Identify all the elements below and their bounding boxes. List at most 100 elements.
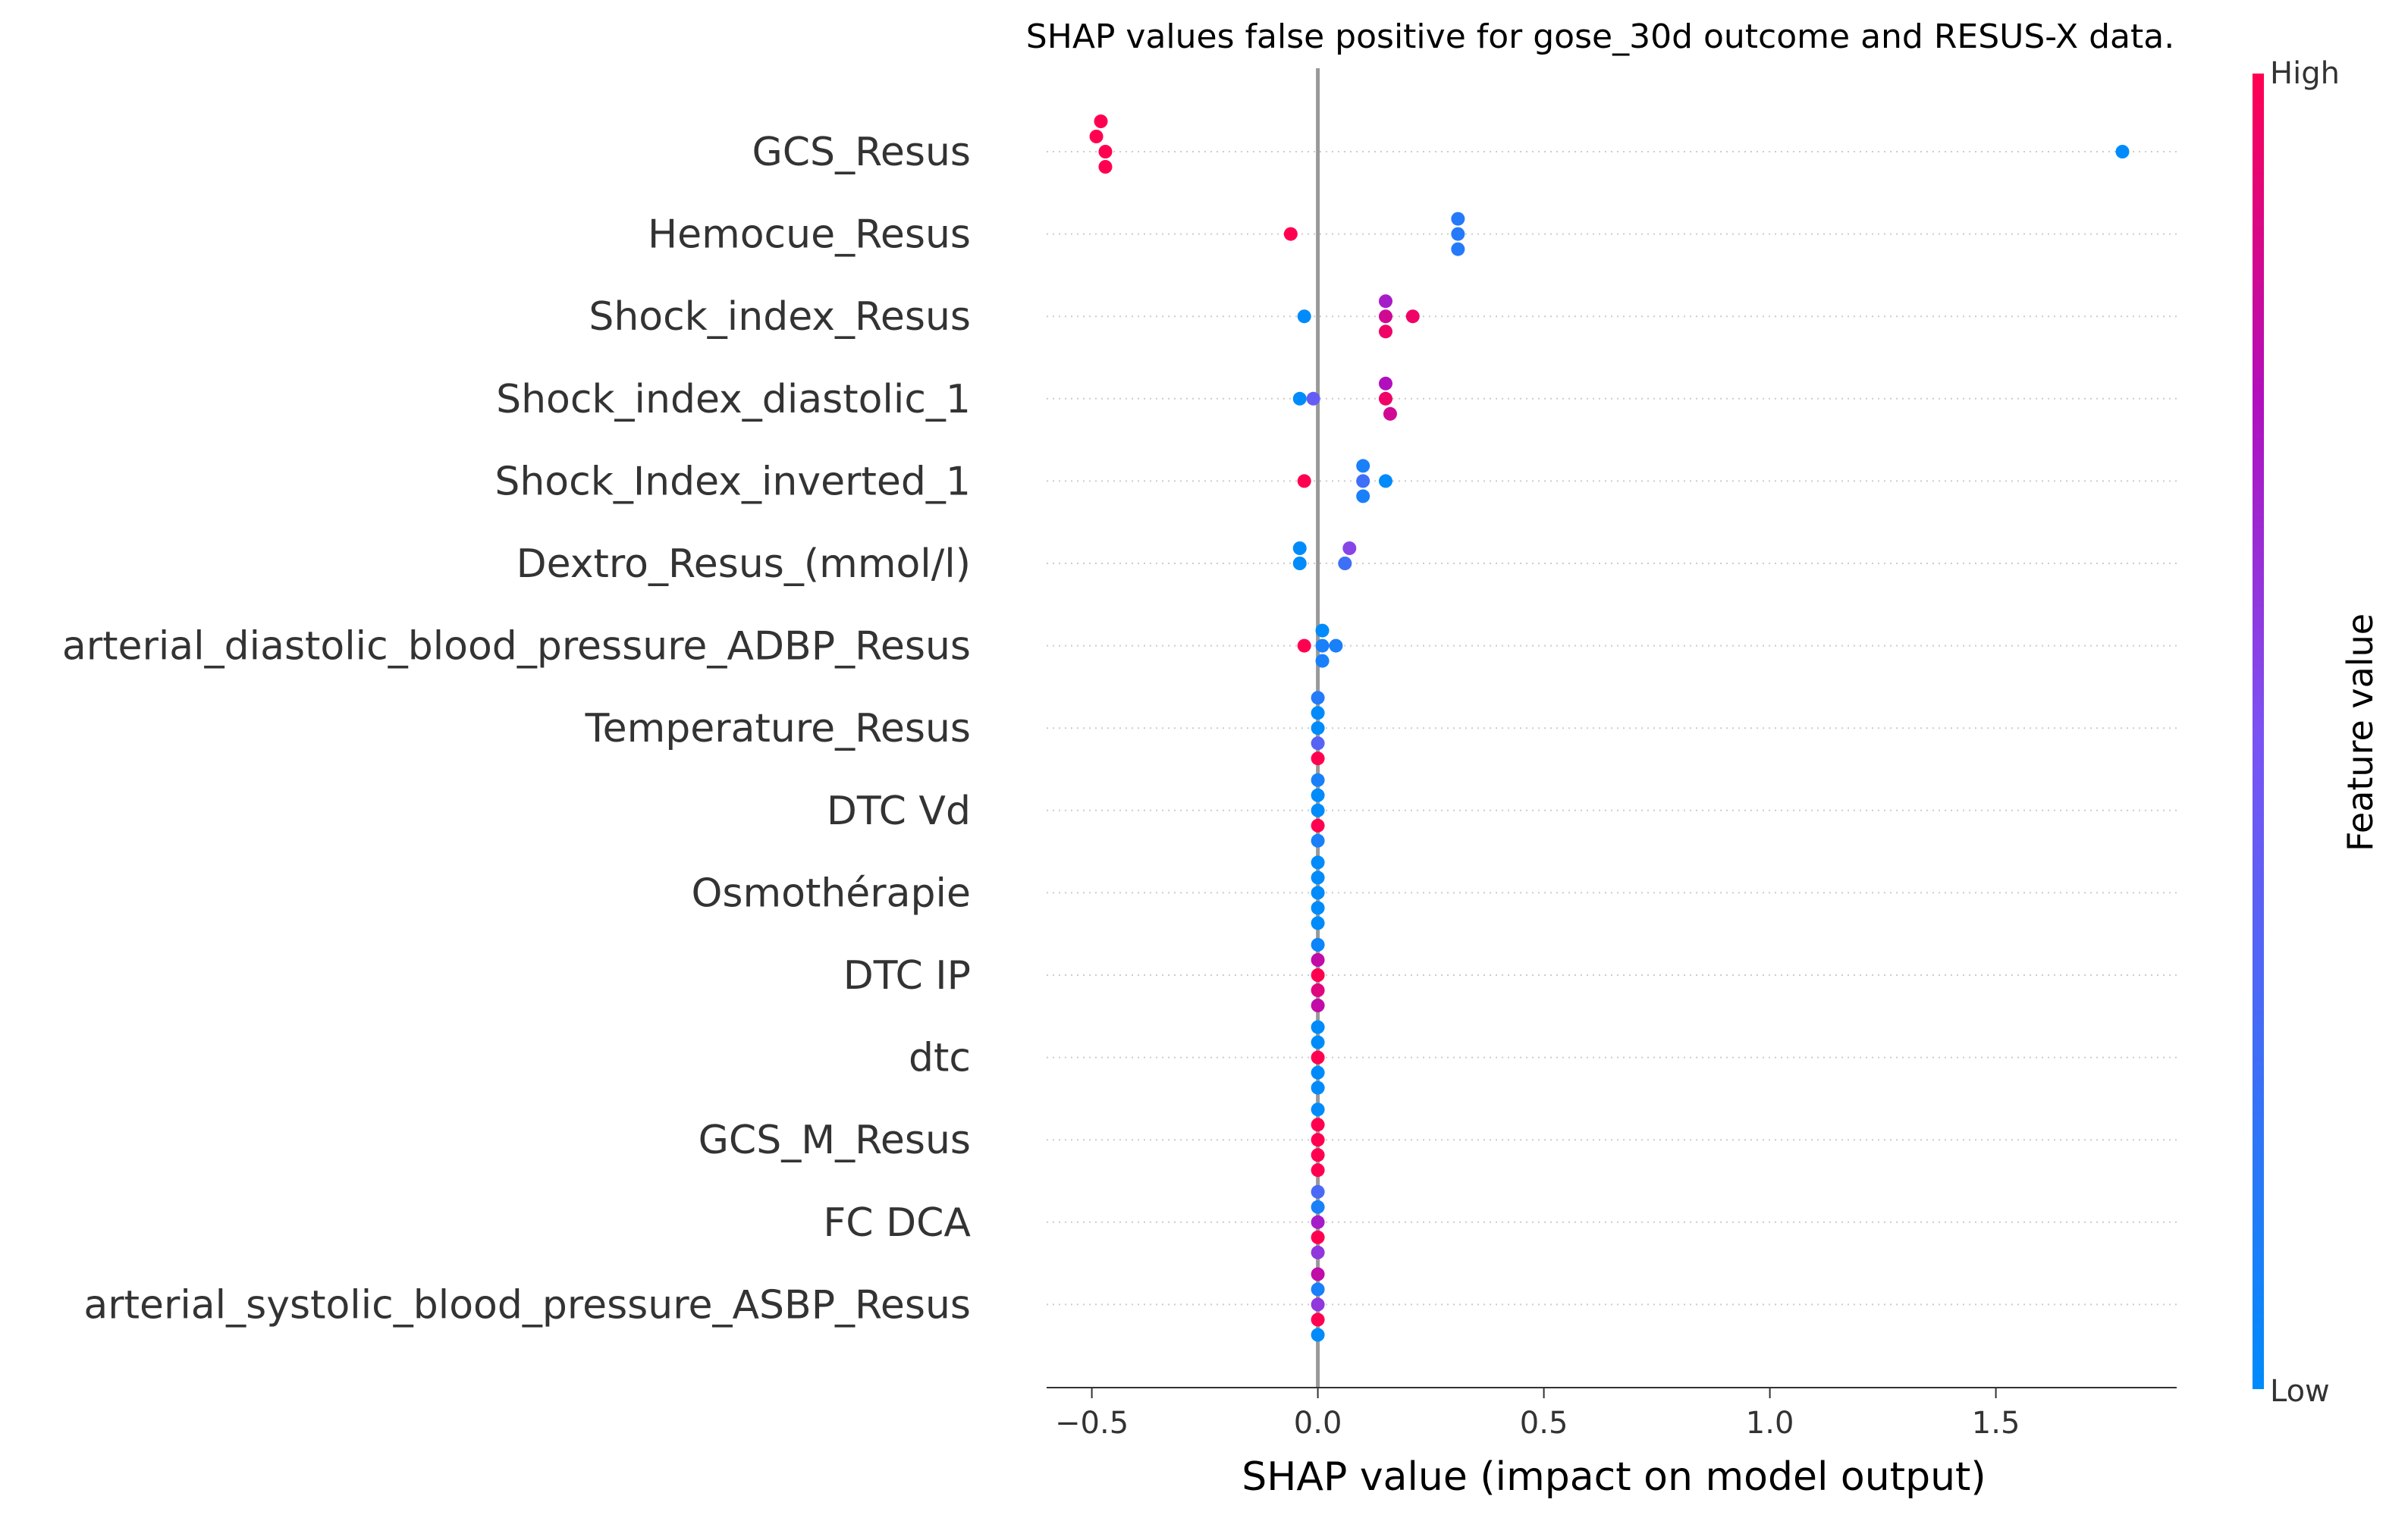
- shap-point: [1311, 1148, 1325, 1162]
- shap-point: [1311, 1230, 1325, 1244]
- feature-label: Hemocue_Resus: [648, 212, 971, 258]
- shap-point: [1311, 886, 1325, 900]
- shap-point: [1311, 1118, 1325, 1132]
- shap-point: [1311, 916, 1325, 930]
- feature-label: dtc: [909, 1036, 971, 1081]
- x-tick-label: −0.5: [1055, 1406, 1129, 1441]
- shap-point: [1098, 160, 1113, 174]
- shap-point: [1311, 1282, 1325, 1297]
- shap-point: [1379, 376, 1392, 391]
- shap-point: [1451, 227, 1465, 241]
- x-axis-title: SHAP value (impact on model output): [1242, 1454, 1986, 1500]
- x-tick-label: 0.0: [1294, 1406, 1342, 1441]
- shap-point: [1311, 901, 1325, 915]
- shap-point: [1311, 751, 1325, 766]
- shap-point: [1292, 541, 1307, 555]
- shap-point: [1283, 227, 1298, 241]
- feature-label: DTC IP: [843, 953, 971, 999]
- shap-point: [1379, 325, 1392, 339]
- shap-point: [1311, 1297, 1325, 1312]
- shap-point: [1311, 1245, 1325, 1259]
- shap-point: [1311, 1215, 1325, 1229]
- shap-point: [1311, 1103, 1325, 1117]
- colorbar-high-label: High: [2270, 56, 2340, 91]
- shap-point: [1098, 145, 1113, 158]
- shap-point: [1089, 130, 1104, 143]
- shap-point: [1297, 474, 1311, 488]
- shap-point: [1311, 1200, 1325, 1214]
- shap-point: [1451, 242, 1465, 256]
- shap-point: [1311, 1020, 1325, 1034]
- feature-label: FC DCA: [823, 1200, 971, 1246]
- shap-point: [1315, 623, 1330, 638]
- x-tick-label: 0.5: [1520, 1406, 1568, 1441]
- shap-point: [1311, 983, 1325, 997]
- shap-point: [1338, 557, 1352, 570]
- shap-point: [1311, 999, 1325, 1012]
- shap-point: [1311, 803, 1325, 817]
- x-tick-label: 1.0: [1746, 1406, 1794, 1441]
- shap-point: [1379, 391, 1392, 406]
- feature-label: Shock_Index_inverted_1: [494, 459, 971, 504]
- feature-label: Shock_index_Resus: [589, 294, 971, 340]
- shap-point: [1311, 1267, 1325, 1281]
- shap-point: [1311, 1163, 1325, 1178]
- shap-point: [1311, 721, 1325, 736]
- shap-point: [1329, 638, 1343, 653]
- shap-point: [1311, 1184, 1325, 1199]
- colorbar-title: Feature value: [2340, 613, 2381, 852]
- feature-gridlines: [1047, 151, 2177, 1306]
- shap-point: [1311, 691, 1325, 705]
- shap-point: [1311, 1313, 1325, 1327]
- shap-point: [1311, 833, 1325, 848]
- shap-point: [1311, 968, 1325, 982]
- feature-label: GCS_M_Resus: [699, 1118, 971, 1163]
- shap-point: [1311, 1035, 1325, 1049]
- shap-point: [1315, 654, 1330, 668]
- feature-label: DTC Vd: [827, 789, 971, 834]
- shap-point: [1311, 1328, 1325, 1342]
- shap-point: [1311, 818, 1325, 833]
- feature-label: arterial_systolic_blood_pressure_ASBP_Re…: [83, 1282, 971, 1328]
- shap-point: [1311, 773, 1325, 787]
- colorbar: [2253, 74, 2264, 1389]
- shap-point: [1297, 638, 1311, 653]
- shap-point: [1094, 114, 1108, 128]
- shap-point: [1297, 309, 1311, 324]
- shap-point: [1356, 489, 1370, 503]
- shap-point: [1405, 309, 1420, 324]
- shap-point: [1311, 953, 1325, 967]
- feature-label: Shock_index_diastolic_1: [496, 377, 971, 422]
- shap-point: [1315, 638, 1330, 653]
- feature-label: GCS_Resus: [752, 130, 971, 175]
- shap-point: [1311, 1133, 1325, 1147]
- shap-point: [1311, 870, 1325, 885]
- shap-point: [1356, 474, 1370, 488]
- shap-point: [1356, 459, 1370, 473]
- shap-point: [1379, 309, 1392, 324]
- shap-point: [1342, 541, 1357, 555]
- shap-point: [1311, 1065, 1325, 1080]
- feature-labels: GCS_Resus Hemocue_Resus Shock_index_Resus S…: [62, 130, 972, 1328]
- feature-label: Osmothérapie: [691, 870, 971, 916]
- shap-point: [1451, 212, 1465, 226]
- feature-label: arterial_diastolic_blood_pressure_ADBP_R…: [62, 624, 971, 670]
- shap-point: [1311, 788, 1325, 802]
- shap-point: [1306, 391, 1320, 406]
- feature-label: Temperature_Resus: [585, 706, 971, 751]
- x-axis-ticks: −0.5 0.0 0.5 1.0 1.5: [1055, 1388, 2020, 1441]
- points-layer: [1089, 114, 2130, 1342]
- chart-title: SHAP values false positive for gose_30d …: [1026, 17, 2174, 56]
- shap-point: [1292, 557, 1307, 570]
- shap-point: [1311, 1081, 1325, 1095]
- shap-point: [2115, 145, 2130, 158]
- shap-point: [1311, 938, 1325, 952]
- shap-point: [1311, 855, 1325, 870]
- shap-point: [1379, 474, 1392, 488]
- feature-label: Dextro_Resus_(mmol/l): [516, 541, 971, 587]
- colorbar-low-label: Low: [2270, 1374, 2330, 1409]
- shap-point: [1311, 736, 1325, 751]
- shap-point: [1292, 391, 1307, 406]
- x-tick-label: 1.5: [1972, 1406, 2020, 1441]
